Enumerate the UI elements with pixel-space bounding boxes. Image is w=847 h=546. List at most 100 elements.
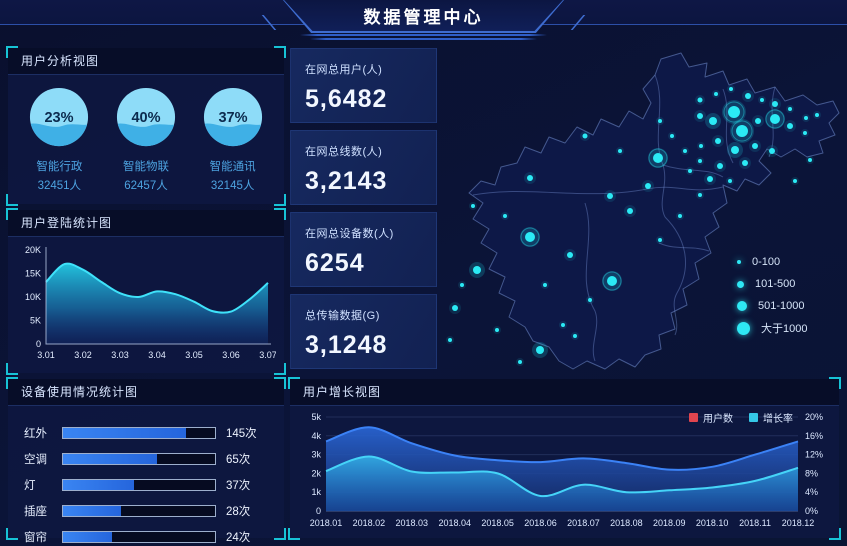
- gauge-1: 40% 智能物联 62457人: [103, 86, 189, 194]
- corner-bracket: [274, 377, 286, 389]
- device-row: 窗帘 24次: [24, 524, 268, 546]
- map-legend-item: 101-500: [737, 273, 807, 295]
- map-legend-label: 101-500: [755, 278, 796, 290]
- gauge-circle-icon: 40%: [116, 87, 176, 147]
- panel-device-usage: 设备使用情况统计图 红外 145次 空调 65次 灯 37次 插座 28次 窗帘: [6, 377, 286, 544]
- corner-bracket: [6, 194, 18, 206]
- svg-text:3k: 3k: [311, 450, 321, 460]
- gauge-group: 23% 智能行政 32451人 40% 智能物联 62457人 37% 智能通讯…: [8, 75, 284, 194]
- login-area-chart: 0 5K 10K 15K 20K 3.01 3.02 3.03 3.04 3.05 3.06 3.07: [25, 245, 276, 360]
- gauge-2: 37% 智能通讯 32145人: [190, 86, 276, 194]
- svg-text:2018.03: 2018.03: [396, 518, 429, 528]
- corner-bracket: [288, 528, 300, 540]
- map-legend: 0-100 101-500 501-1000 大于1000: [737, 251, 807, 339]
- svg-text:2018.08: 2018.08: [610, 518, 643, 528]
- header-decoration: [300, 34, 547, 40]
- device-row: 插座 28次: [24, 498, 268, 524]
- region-map: 0-100 101-500 501-1000 大于1000: [437, 45, 847, 379]
- panel-title-user-growth: 用户增长视图: [290, 379, 839, 406]
- map-legend-dot-icon: [737, 321, 750, 335]
- map-legend-dot-icon: [737, 260, 741, 264]
- map-legend-item: 大于1000: [737, 317, 807, 339]
- panel-title-device-usage: 设备使用情况统计图: [8, 379, 284, 406]
- svg-text:3.02: 3.02: [74, 350, 92, 360]
- corner-bracket: [829, 528, 841, 540]
- panel-login-stats: 用户登陆统计图 0 5K 10K 15K 20K 3.01 3.02 3.03 3.04 3.05…: [6, 208, 286, 375]
- map-svg: [446, 52, 840, 370]
- device-label: 灯: [24, 480, 36, 492]
- device-label: 插座: [24, 506, 47, 518]
- map-legend-dot-icon: [737, 301, 747, 311]
- device-value: 65次: [226, 454, 251, 466]
- svg-text:3.04: 3.04: [148, 350, 166, 360]
- corner-bracket: [288, 377, 300, 389]
- legend-item[interactable]: 用户数: [689, 410, 733, 425]
- map-legend-label: 大于1000: [761, 323, 808, 335]
- corner-bracket: [274, 46, 286, 58]
- svg-text:2k: 2k: [311, 468, 321, 478]
- header-banner-inner: 数据管理中心: [284, 0, 563, 31]
- stat-card-label: 总传输数据(G): [305, 310, 380, 322]
- growth-chart-legend: 用户数 增长率: [689, 410, 793, 425]
- legend-swatch-icon: [749, 413, 758, 422]
- stat-card-value: 3,2143: [305, 167, 388, 195]
- map-legend-label: 501-1000: [758, 300, 805, 312]
- legend-item-label: 用户数: [703, 414, 733, 425]
- map-legend-item: 0-100: [737, 251, 807, 273]
- map-legend-label: 0-100: [752, 256, 781, 268]
- gauge-label: 智能通讯: [209, 161, 256, 173]
- device-label: 空调: [24, 454, 47, 466]
- device-value: 145次: [226, 428, 257, 440]
- gauge-0: 23% 智能行政 32451人: [16, 86, 102, 194]
- corner-bracket: [6, 528, 18, 540]
- device-label: 红外: [24, 428, 47, 440]
- corner-bracket: [6, 208, 18, 220]
- svg-text:2018.05: 2018.05: [481, 518, 514, 528]
- stat-card-label: 在网总线数(人): [305, 146, 383, 158]
- svg-text:37%: 37%: [218, 110, 247, 126]
- gauge-circle-icon: 23%: [30, 87, 89, 147]
- gauge-circle-icon: 37%: [203, 87, 262, 147]
- legend-item[interactable]: 增长率: [749, 410, 793, 425]
- stat-card: 在网总设备数(人) 6254: [290, 212, 437, 287]
- device-bar-fill: [63, 428, 187, 438]
- header: 数据管理中心: [0, 0, 847, 46]
- svg-text:5K: 5K: [30, 316, 41, 326]
- svg-text:2018.06: 2018.06: [524, 518, 557, 528]
- header-banner: 数据管理中心: [283, 0, 564, 33]
- svg-text:10K: 10K: [25, 292, 41, 302]
- stat-card: 总传输数据(G) 3,1248: [290, 294, 437, 369]
- svg-text:0: 0: [36, 339, 41, 349]
- corner-bracket: [829, 377, 841, 389]
- device-bar-track: [62, 427, 216, 439]
- legend-item-label: 增长率: [763, 414, 793, 425]
- svg-text:40%: 40%: [131, 110, 160, 126]
- device-row: 空调 65次: [24, 446, 268, 472]
- svg-text:3.05: 3.05: [185, 350, 203, 360]
- corner-bracket: [274, 363, 286, 375]
- stat-card: 在网总线数(人) 3,2143: [290, 130, 437, 205]
- svg-text:4k: 4k: [311, 431, 321, 441]
- svg-text:2018.07: 2018.07: [567, 518, 600, 528]
- svg-text:2018.10: 2018.10: [696, 518, 729, 528]
- svg-text:2018.12: 2018.12: [782, 518, 815, 528]
- svg-text:16%: 16%: [805, 431, 823, 441]
- page-title: 数据管理中心: [363, 8, 484, 27]
- svg-text:0: 0: [316, 506, 321, 516]
- gauge-label: 智能物联: [122, 161, 169, 173]
- svg-text:23%: 23%: [45, 110, 74, 126]
- corner-bracket: [274, 208, 286, 220]
- device-label: 窗帘: [24, 532, 47, 544]
- gauge-count: 62457人: [124, 180, 168, 193]
- device-bar-fill: [63, 532, 112, 542]
- corner-bracket: [6, 46, 18, 58]
- panel-title-login-stats: 用户登陆统计图: [8, 210, 284, 237]
- panel-title-user-analysis: 用户分析视图: [8, 48, 284, 75]
- corner-bracket: [274, 194, 286, 206]
- svg-text:2018.01: 2018.01: [310, 518, 343, 528]
- device-bar-list: 红外 145次 空调 65次 灯 37次 插座 28次 窗帘 24次: [8, 406, 284, 546]
- device-value: 28次: [226, 506, 251, 518]
- device-bar-track: [62, 479, 216, 491]
- gauge-label: 智能行政: [36, 161, 83, 173]
